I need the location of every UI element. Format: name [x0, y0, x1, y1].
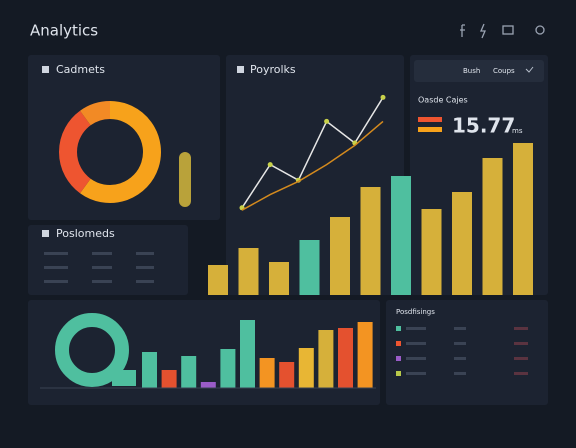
bar [279, 362, 295, 388]
bar [360, 187, 381, 295]
bar [298, 348, 314, 388]
legend-swatch [396, 341, 401, 346]
bar [421, 209, 442, 295]
icon[interactable] [502, 25, 514, 35]
icon[interactable] [480, 23, 486, 39]
icon[interactable] [535, 25, 545, 35]
ring [55, 313, 129, 387]
bar [220, 349, 236, 388]
legend-row [406, 372, 426, 375]
legend-row [406, 342, 426, 345]
line-point [324, 118, 330, 124]
stat-label: Oasde Cajes [418, 96, 468, 105]
stat-icon [418, 117, 442, 122]
panel [386, 300, 548, 405]
panel-icon [42, 66, 49, 73]
legend-row [514, 372, 528, 375]
bar [513, 143, 533, 295]
bar [299, 240, 320, 295]
stat-unit: ms [512, 127, 523, 135]
donut-segment [80, 101, 111, 126]
line-point [267, 162, 273, 168]
legend-row [454, 372, 466, 375]
check-icon[interactable] [525, 66, 534, 73]
ring-tail [112, 370, 136, 386]
bar [161, 370, 177, 388]
legend-row [514, 327, 528, 330]
legend-row [454, 342, 466, 345]
bar [238, 248, 259, 295]
donut-segment [80, 101, 161, 203]
bar [240, 320, 255, 388]
bar [482, 158, 503, 295]
header-icons [460, 23, 545, 39]
panel-title: Posdfisings [396, 308, 435, 316]
bar [391, 176, 411, 295]
panel-title: Poslomeds [56, 227, 115, 240]
panel [28, 225, 188, 295]
legend-row [514, 357, 528, 360]
panel-title: Cadmets [56, 63, 105, 76]
bar [338, 328, 353, 388]
legend-row [406, 357, 426, 360]
legend-row [406, 327, 426, 330]
bar [181, 356, 197, 388]
legend-row [454, 357, 466, 360]
bar [269, 262, 289, 295]
icon[interactable] [460, 24, 465, 37]
bar [200, 382, 216, 388]
pill [179, 152, 191, 207]
legend-row [514, 342, 528, 345]
bar [452, 192, 472, 295]
panel-icon [42, 230, 49, 237]
table-rows [44, 252, 154, 283]
donut-segment [59, 110, 91, 194]
tab[interactable]: Coups [493, 67, 515, 75]
bar [259, 358, 275, 388]
panel-title: Poyrolks [250, 63, 296, 76]
stat-icon [418, 127, 442, 132]
legend-swatch [396, 371, 401, 376]
bar [318, 330, 334, 388]
bar [142, 352, 157, 388]
app-title: Analytics [30, 22, 98, 40]
line-point [380, 94, 386, 100]
charts [40, 94, 533, 389]
panel-icon [237, 66, 244, 73]
legend-swatch [396, 356, 401, 361]
bar [330, 217, 350, 295]
line-series [241, 120, 384, 211]
bar [208, 265, 228, 295]
tab-bar [414, 60, 544, 82]
legend-swatch [396, 326, 401, 331]
legend-row [454, 327, 466, 330]
tab[interactable]: Bush [463, 67, 480, 75]
bar [357, 322, 373, 388]
stat-value: 15.77 [452, 114, 515, 138]
panel [226, 55, 404, 295]
line-series [241, 97, 384, 209]
